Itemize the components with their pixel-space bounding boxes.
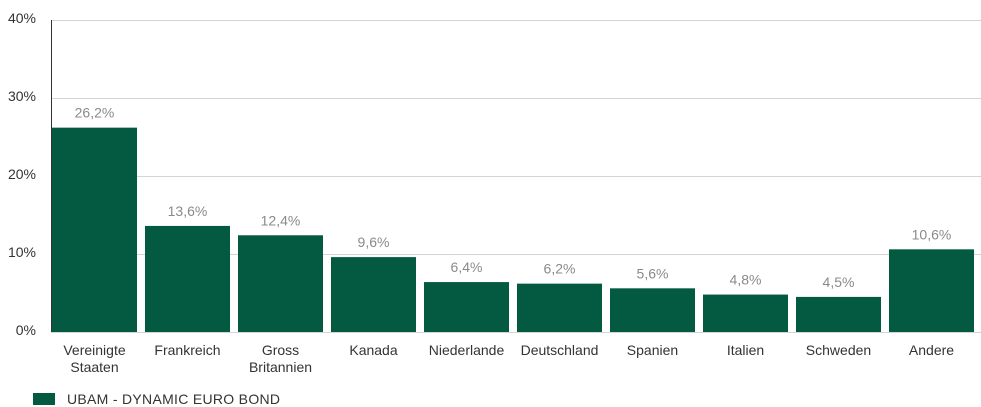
value-label: 12,4% xyxy=(261,212,301,228)
value-labels: 26,2% 13,6% 12,4% 9,6% 6,4% 6,2% 5,6% 4,8% 4,5% 1… xyxy=(75,105,952,290)
category-label-line: Niederlande xyxy=(429,342,505,358)
bar xyxy=(796,296,881,332)
bar xyxy=(238,235,323,332)
category-label: Kanada xyxy=(349,342,397,358)
category-label-line: Vereinigte xyxy=(63,342,125,358)
bars xyxy=(52,127,974,332)
legend-swatch xyxy=(33,393,55,405)
y-tick-label: 20% xyxy=(8,166,36,182)
bar xyxy=(145,225,230,332)
bar xyxy=(52,127,137,332)
category-label: Andere xyxy=(909,342,954,358)
category-label: Schweden xyxy=(806,342,871,358)
category-label-line: Deutschland xyxy=(521,342,599,358)
value-label: 10,6% xyxy=(912,226,952,242)
category-label-line: Frankreich xyxy=(154,342,220,358)
category-label: Vereinigte Staaten xyxy=(63,342,125,375)
category-label-line: Italien xyxy=(727,342,764,358)
y-tick-label: 40% xyxy=(8,10,36,26)
category-label: Frankreich xyxy=(154,342,220,358)
value-label: 13,6% xyxy=(168,203,208,219)
category-label: Italien xyxy=(727,342,764,358)
category-label-line: Kanada xyxy=(349,342,397,358)
category-label: Deutschland xyxy=(521,342,599,358)
category-label-line: Britannien xyxy=(249,359,312,375)
value-label: 4,8% xyxy=(730,272,762,288)
category-label-line: Schweden xyxy=(806,342,871,358)
bar xyxy=(703,294,788,332)
category-label: Spanien xyxy=(627,342,678,358)
category-label-line: Staaten xyxy=(70,359,118,375)
y-axis: 0% 10% 20% 30% 40% xyxy=(8,10,52,338)
bar xyxy=(517,283,602,332)
value-label: 9,6% xyxy=(358,234,390,250)
category-label: Niederlande xyxy=(429,342,505,358)
category-label-line: Gross xyxy=(262,342,299,358)
value-label: 26,2% xyxy=(75,105,115,121)
bar xyxy=(424,282,509,332)
y-tick-label: 10% xyxy=(8,244,36,260)
y-tick-label: 0% xyxy=(16,322,36,338)
category-label-line: Andere xyxy=(909,342,954,358)
legend: UBAM - DYNAMIC EURO BOND xyxy=(33,391,281,407)
value-label: 6,2% xyxy=(544,261,576,277)
y-tick-label: 30% xyxy=(8,88,36,104)
value-label: 5,6% xyxy=(637,265,669,281)
category-label: Gross Britannien xyxy=(249,342,312,375)
value-label: 4,5% xyxy=(823,274,855,290)
legend-label: UBAM - DYNAMIC EURO BOND xyxy=(67,391,281,407)
bar-chart: 0% 10% 20% 30% 40% 26,2% 13,6% 12,4% 9,6% 6,4% 6,… xyxy=(8,10,981,375)
bar xyxy=(331,257,416,332)
category-labels: Vereinigte Staaten Frankreich Gross Britanni… xyxy=(63,342,954,375)
value-label: 6,4% xyxy=(451,259,483,275)
bar xyxy=(610,288,695,332)
bar xyxy=(889,249,974,332)
category-label-line: Spanien xyxy=(627,342,678,358)
